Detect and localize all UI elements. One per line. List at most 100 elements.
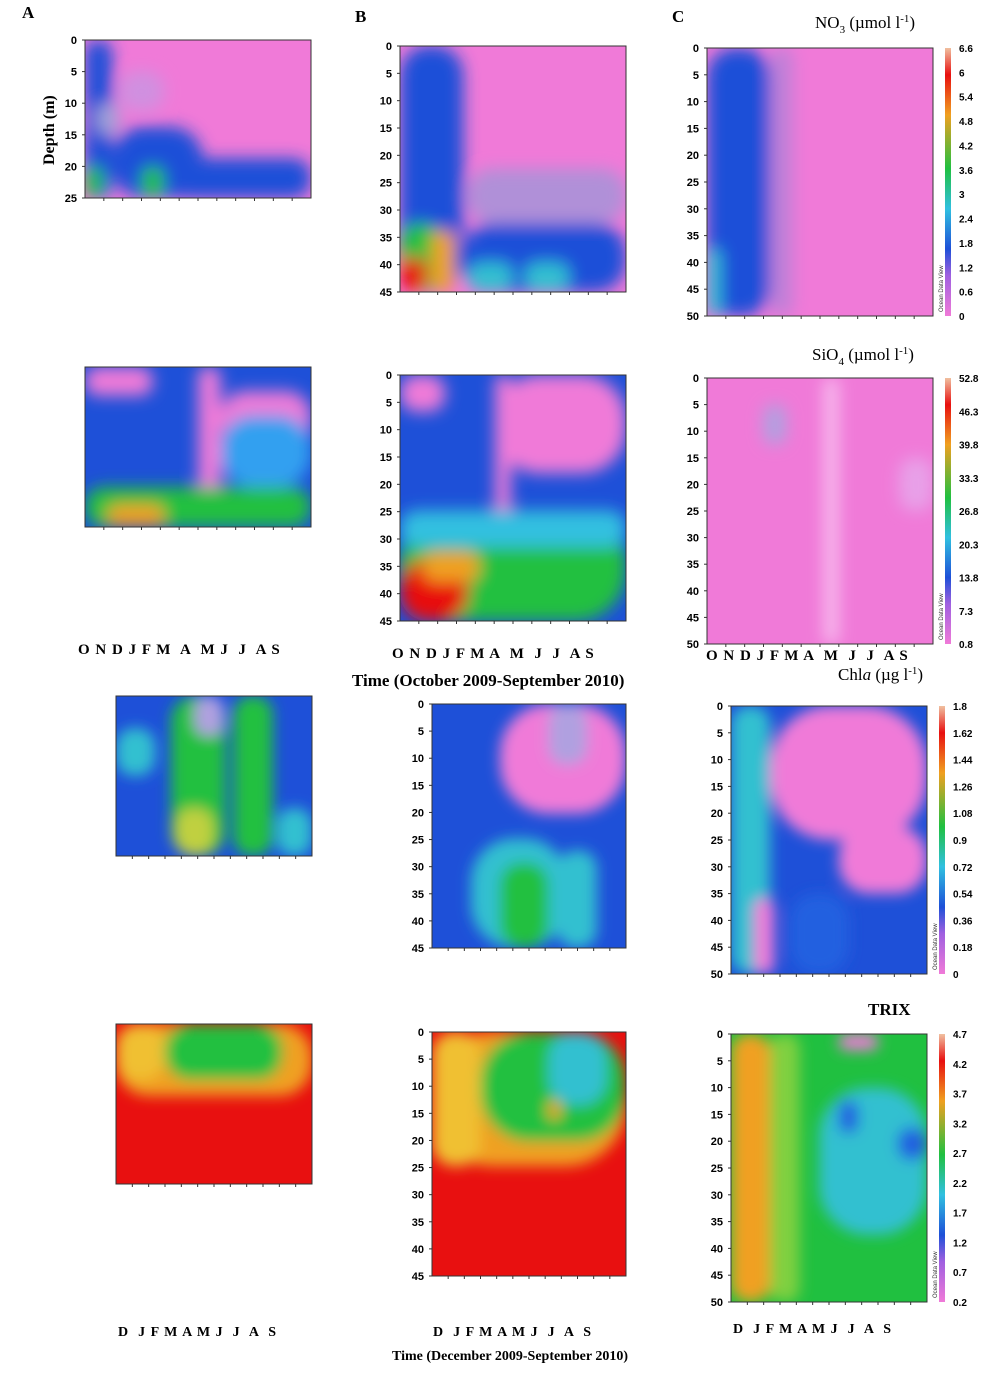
heatmap-row3-C: 0 5 10 15 20 25 30 35 40 45 50 1.8 1.62 1.44 1.26 1.08 0… [711,701,973,981]
depth-tick-label: 15 [412,1108,424,1120]
colorbar-gradient [945,378,951,644]
heatmap-region [85,166,104,198]
colorbar-tick-label: 6.6 [959,44,973,55]
time-label-bottom: Time (December 2009-September 2010) [392,1349,628,1364]
heatmap-region [754,898,775,974]
heatmap-blobs [85,40,311,198]
depth-tick-label: 20 [412,1135,424,1147]
heatmap-blobs [432,1032,626,1167]
depth-tick-label: 15 [711,781,723,793]
depth-tick-label: 20 [711,1136,723,1148]
depth-tick-label: 25 [380,507,392,519]
colorbar-tick-label: 26.8 [959,507,979,518]
depth-tick-label: 45 [380,287,392,299]
depth-tick-label: 50 [711,1297,723,1309]
depth-tick-label: 35 [711,889,723,901]
heatmap-row4-C: 0 5 10 15 20 25 30 35 40 45 50 4.7 4.2 3.7 3.2 2.7 2.2 1.… [711,1029,968,1309]
ocean-data-view-watermark: Ocean Data View [933,1251,939,1298]
colorbar-tick-label: 1.44 [953,756,973,767]
heatmap-region [770,1034,800,1302]
panel-label-c: C [672,7,684,26]
depth-tick-label: 5 [717,1056,723,1068]
depth-tick-label: 5 [717,728,723,740]
colorbar: 1.8 1.62 1.44 1.26 1.08 0.9 0.72 0.54 0.36 0.18 0 O… [933,702,973,981]
depth-tick-label: 25 [380,178,392,190]
depth-tick-label: 40 [711,1243,723,1255]
depth-ticks: 0 5 10 15 20 25 30 35 40 45 [380,370,400,628]
depth-tick-label: 35 [687,559,699,571]
depth-ticks: 0 5 10 15 20 25 30 35 40 45 50 [687,43,707,323]
depth-tick-label: 45 [412,943,424,955]
heatmap-region [524,262,570,292]
heatmap-region [494,375,626,474]
heatmap-row1-B: 0 5 10 15 20 25 30 35 40 45 [380,41,627,299]
time-label-top: Time (October 2009-September 2010) [352,671,624,690]
heatmap-field [116,1024,312,1184]
month-ticks [725,316,915,319]
depth-tick-label: 25 [412,835,424,847]
depth-tick-label: 40 [412,1244,424,1256]
heatmap-blobs [400,375,626,621]
title-chla-text: Chla (µg l-1) [838,665,923,684]
heatmap-blobs [470,704,626,948]
depth-tick-label: 35 [687,231,699,243]
depth-tick-label: 30 [711,1190,723,1202]
depth-tick-label: 25 [687,506,699,518]
depth-tick-label: 30 [380,205,392,217]
colorbar-tick-label: 0.7 [953,1268,967,1279]
depth-tick-label: 0 [717,701,723,713]
colorbar-tick-label: 3.6 [959,166,973,177]
month-ticks [447,948,611,951]
depth-tick-label: 10 [412,1081,424,1093]
heatmap-row1-C: 0 5 10 15 20 25 30 35 40 45 50 6.6 6 5.4 4.8 4.2 3.6 3 2.4… [687,43,974,323]
heatmap-region [499,862,549,948]
depth-tick-label: 45 [711,1270,723,1282]
heatmap-row4-A [115,1023,313,1187]
heatmap-blobs [731,1034,927,1302]
colorbar-gradient [945,48,951,316]
depth-tick-label: 15 [380,123,392,135]
depth-tick-label: 45 [687,612,699,624]
heatmap-region [899,457,933,511]
heatmap-region [276,808,312,856]
depth-ticks: 0 5 10 15 20 25 30 35 40 45 [412,1027,432,1283]
colorbar-tick-label: 1.7 [953,1209,967,1220]
months-bottom-c: D J F M A M J J A S [733,1322,892,1337]
heatmap-row1-A: 0 5 10 15 20 25 [65,35,312,205]
months-top-b: O N D J F M A M J J A S [392,646,595,662]
depth-tick-label: 0 [386,370,392,382]
heatmap-field [707,378,933,644]
colorbar-tick-label: 13.8 [959,574,979,585]
depth-tick-label: 10 [711,755,723,767]
month-ticks [447,1276,611,1279]
depth-tick-label: 5 [693,400,699,412]
colorbar-tick-label: 6 [959,68,965,79]
months-top-c: O N D J F M A M J J A S [706,648,909,664]
colorbar-tick-label: 0 [959,312,965,323]
heatmap-field [85,367,311,527]
depth-tick-label: 20 [412,807,424,819]
depth-tick-label: 35 [412,889,424,901]
colorbar-tick-label: 46.3 [959,407,979,418]
depth-tick-label: 20 [687,479,699,491]
colorbar-tick-label: 1.2 [959,263,973,274]
depth-tick-label: 5 [386,68,392,80]
colorbar-tick-label: 1.62 [953,729,973,740]
heatmap-field [731,706,927,974]
month-ticks [103,527,293,530]
heatmap-field [116,696,312,856]
depth-tick-label: 5 [693,70,699,82]
month-ticks [418,292,608,295]
colorbar: 52.8 46.3 39.8 33.3 26.8 20.3 13.8 7.3 0.8 Ocean … [939,374,979,651]
colorbar-tick-label: 0.36 [953,916,973,927]
title-no3: NO3 (µmol l-1) [815,13,915,36]
depth-tick-label: 15 [711,1109,723,1121]
depth-tick-label: 0 [71,35,77,47]
depth-tick-label: 40 [687,586,699,598]
heatmap-region [116,728,156,776]
depth-tick-label: 40 [687,257,699,269]
heatmap-region [220,415,311,487]
month-ticks [746,974,912,977]
depth-tick-label: 35 [412,1217,424,1229]
depth-tick-label: 35 [380,561,392,573]
